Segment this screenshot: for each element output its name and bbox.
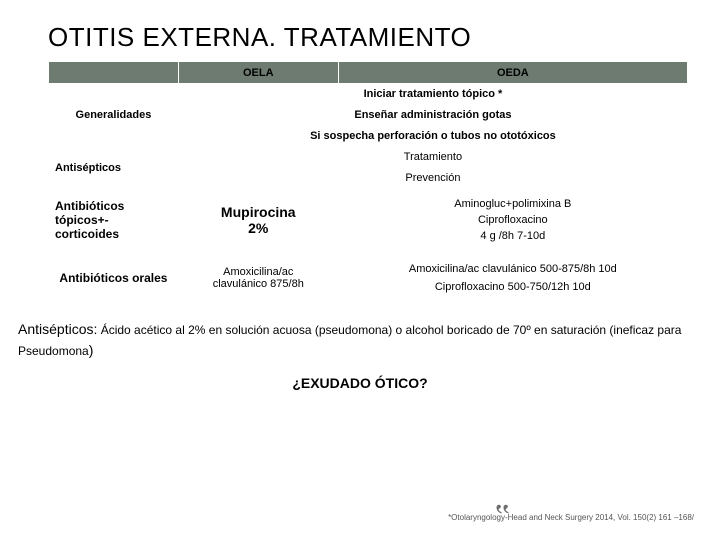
note-lead: Antisépticos: <box>18 321 97 337</box>
label-generalidades: Generalidades <box>49 84 179 147</box>
note-body: Ácido acético al 2% en solución acuosa (… <box>18 323 681 358</box>
row-orales: Antibióticos orales Amoxicilina/ac clavu… <box>49 251 688 305</box>
cell-prevencion: Prevención <box>178 168 687 189</box>
row-antisepticos-1: Antisépticos Tratamiento <box>49 147 688 168</box>
header-oeda: OEDA <box>338 62 687 84</box>
mupi-line2: 2% <box>185 220 332 236</box>
page-title: OTITIS EXTERNA. TRATAMIENTO <box>0 0 720 61</box>
treatment-table: OELA OEDA Generalidades Iniciar tratamie… <box>48 61 688 305</box>
topicos-line1: Aminogluc+polimixina B <box>345 198 681 210</box>
topicos-line2: Ciprofloxacino <box>345 214 681 226</box>
cell-topicos-right: Aminogluc+polimixina B Ciprofloxacino 4 … <box>338 189 687 251</box>
note-paren: ) <box>89 342 94 358</box>
header-oela: OELA <box>178 62 338 84</box>
exudado-question: ¿EXUDADO ÓTICO? <box>0 375 720 391</box>
label-orales: Antibióticos orales <box>49 251 179 305</box>
cell-orales-right: Amoxicilina/ac clavulánico 500-875/8h 10… <box>338 251 687 305</box>
cell-ensenar: Enseñar administración gotas <box>178 105 687 126</box>
cell-orales-left: Amoxicilina/ac clavulánico 875/8h <box>178 251 338 305</box>
row-generalidades-1: Generalidades Iniciar tratamiento tópico… <box>49 84 688 105</box>
orales-l1: Amoxicilina/ac <box>185 266 332 278</box>
orales-l2: clavulánico 875/8h <box>185 278 332 290</box>
label-antisepticos: Antisépticos <box>49 147 179 189</box>
orales-r1: Amoxicilina/ac clavulánico 500-875/8h 10… <box>345 263 681 275</box>
cell-iniciar: Iniciar tratamiento tópico * <box>178 84 687 105</box>
orales-r2: Ciprofloxacino 500-750/12h 10d <box>345 281 681 293</box>
topicos-line3: 4 g /8h 7-10d <box>345 230 681 242</box>
antiseptic-note: Antisépticos: Ácido acético al 2% en sol… <box>0 305 720 361</box>
row-topicos: Antibióticos tópicos+- corticoides Mupir… <box>49 189 688 251</box>
citation: *Otolaryngology-Head and Neck Surgery 20… <box>448 513 694 522</box>
cell-mupirocina: Mupirocina 2% <box>178 189 338 251</box>
cell-tratamiento: Tratamiento <box>178 147 687 168</box>
mupi-line1: Mupirocina <box>185 204 332 220</box>
cell-sospecha: Si sospecha perforación o tubos no ototó… <box>178 126 687 147</box>
header-blank <box>49 62 179 84</box>
table-header-row: OELA OEDA <box>49 62 688 84</box>
label-topicos: Antibióticos tópicos+- corticoides <box>49 189 179 251</box>
